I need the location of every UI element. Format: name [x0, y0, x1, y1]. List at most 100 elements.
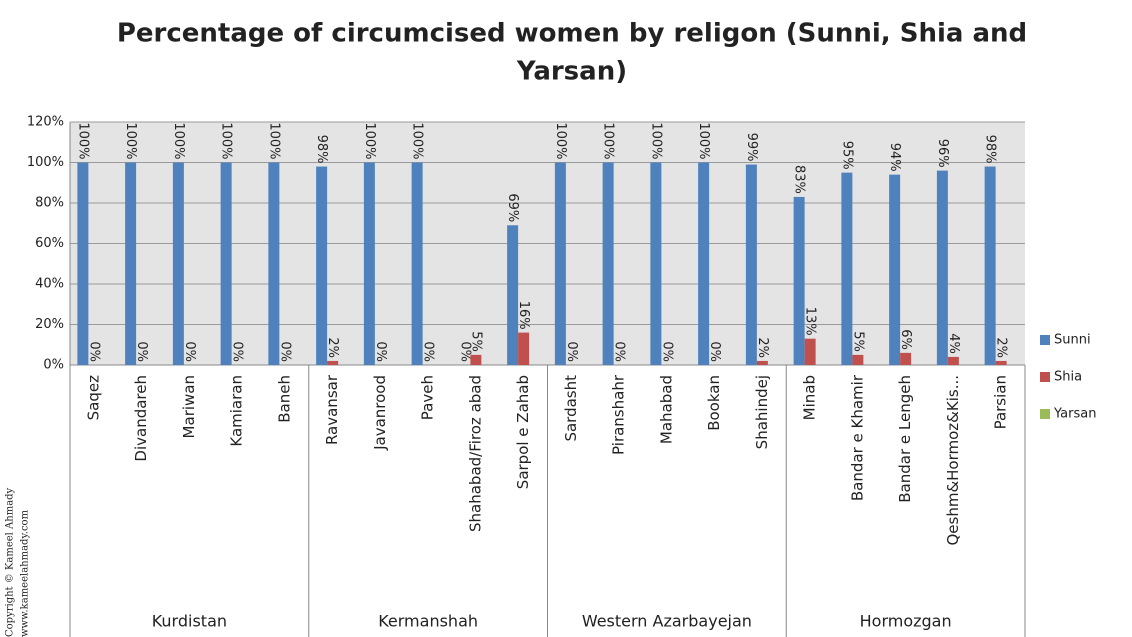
- bar: [900, 352, 912, 365]
- x-tick-label: Sardasht: [562, 375, 580, 442]
- bar: [889, 174, 901, 365]
- copyright: Copyright © Kameel Ahmady: [5, 487, 16, 637]
- x-tick-label: Saqez: [84, 375, 102, 420]
- bar: [602, 162, 614, 365]
- x-tick-label: Mahabad: [657, 375, 675, 444]
- bar: [804, 338, 816, 365]
- data-label: 5%: [468, 331, 483, 352]
- y-tick-label: 40%: [35, 277, 64, 292]
- legend-swatch: [1040, 335, 1050, 345]
- bar: [756, 360, 768, 365]
- bar: [936, 170, 948, 365]
- data-label: 95%: [839, 141, 854, 170]
- y-tick-label: 0%: [43, 358, 64, 373]
- data-label: 0%: [277, 341, 292, 362]
- bar: [220, 162, 232, 365]
- data-label: 100%: [123, 122, 138, 159]
- chart-title: Percentage of circumcised women by relig…: [117, 19, 1027, 49]
- x-tick-label: Paveh: [419, 375, 437, 420]
- data-label: 94%: [887, 143, 902, 172]
- y-tick-label: 100%: [27, 155, 64, 170]
- data-label: 69%: [505, 193, 520, 222]
- x-tick-label: Bandar e Khamir: [848, 374, 866, 501]
- bar: [125, 162, 137, 365]
- data-label: 100%: [696, 122, 711, 159]
- bar: [172, 162, 184, 365]
- x-tick-label: Ravansar: [323, 374, 341, 445]
- data-label: 4%: [946, 333, 961, 354]
- x-tick-label: Sarpol e Zahab: [514, 375, 532, 489]
- group-label: Kermanshah: [378, 612, 478, 631]
- legend-label: Sunni: [1054, 333, 1091, 348]
- bar: [852, 354, 864, 365]
- bar: [995, 360, 1007, 365]
- bar: [841, 172, 853, 365]
- chart-title: Yarsan): [516, 57, 627, 87]
- bar: [947, 356, 959, 365]
- data-label: 98%: [314, 135, 329, 164]
- y-tick-label: 20%: [35, 317, 64, 332]
- data-label: 0%: [659, 341, 674, 362]
- data-label: 0%: [373, 341, 388, 362]
- x-tick-label: Shahindej: [753, 375, 771, 449]
- data-label: 0%: [707, 341, 722, 362]
- legend-label: Yarsan: [1053, 407, 1096, 422]
- data-label: 0%: [421, 341, 436, 362]
- data-label: 13%: [803, 307, 818, 336]
- data-label: 100%: [553, 122, 568, 159]
- data-label: 2%: [755, 337, 770, 358]
- legend-swatch: [1040, 409, 1050, 419]
- data-label: 0%: [182, 341, 197, 362]
- x-tick-label: Javanrood: [371, 375, 389, 451]
- bar: [77, 162, 89, 365]
- data-label: 99%: [744, 133, 759, 162]
- bar: [554, 162, 566, 365]
- x-tick-label: Mariwan: [180, 375, 198, 438]
- data-label: 100%: [171, 122, 186, 159]
- x-tick-label: Bandar e Lengeh: [896, 375, 914, 503]
- data-label: 0%: [230, 341, 245, 362]
- data-label: 0%: [134, 341, 149, 362]
- bar: [507, 225, 519, 365]
- group-label: Western Azarbayejan: [582, 612, 752, 631]
- data-label: 96%: [935, 139, 950, 168]
- x-tick-label: Divandareh: [132, 375, 150, 462]
- data-label: 2%: [994, 337, 1009, 358]
- data-label: 6%: [898, 329, 913, 350]
- copyright: www.kameelahmady.com: [20, 509, 31, 637]
- data-label: 16%: [516, 301, 531, 330]
- legend-label: Shia: [1054, 370, 1082, 385]
- data-label: 100%: [219, 122, 234, 159]
- x-tick-label: Bookan: [705, 375, 723, 431]
- bar: [470, 354, 482, 365]
- data-label: 100%: [266, 122, 281, 159]
- data-label: 100%: [410, 122, 425, 159]
- bar: [268, 162, 280, 365]
- data-label: 0%: [612, 341, 627, 362]
- bar: [793, 196, 805, 365]
- bar: [411, 162, 423, 365]
- data-label: 0%: [457, 341, 472, 362]
- y-tick-label: 60%: [35, 236, 64, 251]
- legend-swatch: [1040, 372, 1050, 382]
- bar: [984, 166, 996, 365]
- data-label: 100%: [601, 122, 616, 159]
- bar: [518, 332, 530, 365]
- y-tick-label: 80%: [35, 196, 64, 211]
- bar: [745, 164, 757, 365]
- group-label: Kurdistan: [152, 612, 227, 631]
- y-tick-label: 120%: [27, 115, 64, 130]
- group-label: Hormozgan: [860, 612, 952, 631]
- bar: [363, 162, 375, 365]
- data-label: 0%: [564, 341, 579, 362]
- data-label: 2%: [325, 337, 340, 358]
- data-label: 100%: [75, 122, 90, 159]
- data-label: 98%: [983, 135, 998, 164]
- x-tick-label: Parsian: [992, 375, 1010, 429]
- bar: [650, 162, 662, 365]
- bar: [327, 360, 339, 365]
- x-tick-label: Kamiaran: [228, 375, 246, 447]
- data-label: 100%: [362, 122, 377, 159]
- data-label: 83%: [792, 165, 807, 194]
